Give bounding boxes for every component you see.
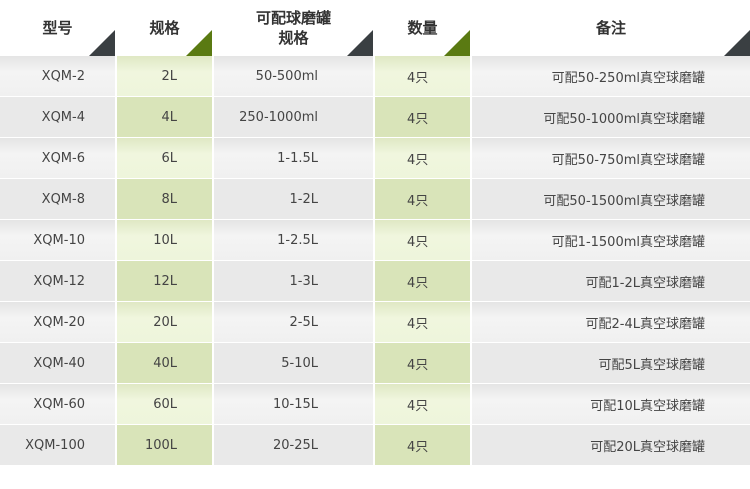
cell-spec: 60L xyxy=(117,384,212,424)
cell-spec: 8L xyxy=(117,179,212,219)
cell-quantity: 4只 xyxy=(375,56,470,96)
cell-remarks: 可配1-1500ml真空球磨罐 xyxy=(472,220,750,260)
product-spec-table: 型号 规格 可配球磨罐 规格 数量 备注 XQM-2 2L 50-500ml 4只 可配5… xyxy=(0,0,750,466)
table-row: XQM-100 100L 20-25L 4只 可配20L真空球磨罐 xyxy=(0,425,750,466)
cell-jar-spec: 20-25L xyxy=(214,425,373,465)
corner-triangle-icon xyxy=(444,30,470,56)
cell-model: XQM-100 xyxy=(0,425,115,465)
cell-model: XQM-2 xyxy=(0,56,115,96)
cell-jar-spec: 10-15L xyxy=(214,384,373,424)
corner-triangle-icon xyxy=(186,30,212,56)
header-model: 型号 xyxy=(0,0,115,56)
corner-triangle-icon xyxy=(347,30,373,56)
cell-model: XQM-10 xyxy=(0,220,115,260)
table-row: XQM-40 40L 5-10L 4只 可配5L真空球磨罐 xyxy=(0,343,750,384)
header-label: 型号 xyxy=(42,19,73,37)
table-header: 型号 规格 可配球磨罐规格 数量 备注 xyxy=(0,0,750,56)
cell-remarks: 可配50-1500ml真空球磨罐 xyxy=(472,179,750,219)
header-line: 规格 xyxy=(278,29,309,47)
cell-spec: 2L xyxy=(117,56,212,96)
header-label: 备注 xyxy=(595,19,626,37)
cell-quantity: 4只 xyxy=(375,220,470,260)
cell-jar-spec: 250-1000ml xyxy=(214,97,373,137)
cell-jar-spec: 2-5L xyxy=(214,302,373,342)
header-quantity: 数量 xyxy=(375,0,470,56)
header-label: 规格 xyxy=(149,19,180,37)
table-row: XQM-2 2L 50-500ml 4只 可配50-250ml真空球磨罐 xyxy=(0,56,750,97)
cell-model: XQM-40 xyxy=(0,343,115,383)
cell-jar-spec: 5-10L xyxy=(214,343,373,383)
cell-model: XQM-20 xyxy=(0,302,115,342)
table-row: XQM-12 12L 1-3L 4只 可配1-2L真空球磨罐 xyxy=(0,261,750,302)
corner-triangle-icon xyxy=(89,30,115,56)
cell-model: XQM-6 xyxy=(0,138,115,178)
header-label: 数量 xyxy=(407,19,438,37)
cell-quantity: 4只 xyxy=(375,425,470,465)
cell-spec: 40L xyxy=(117,343,212,383)
cell-model: XQM-4 xyxy=(0,97,115,137)
cell-jar-spec: 1-2.5L xyxy=(214,220,373,260)
cell-remarks: 可配20L真空球磨罐 xyxy=(472,425,750,465)
cell-remarks: 可配2-4L真空球磨罐 xyxy=(472,302,750,342)
cell-quantity: 4只 xyxy=(375,343,470,383)
corner-triangle-icon xyxy=(724,30,750,56)
header-line: 可配球磨罐 xyxy=(255,9,331,27)
header-jar-spec: 可配球磨罐 规格 xyxy=(214,0,373,56)
header-label: 可配球磨罐 规格 xyxy=(256,8,331,48)
cell-jar-spec: 1-2L xyxy=(214,179,373,219)
cell-remarks: 可配10L真空球磨罐 xyxy=(472,384,750,424)
cell-spec: 100L xyxy=(117,425,212,465)
cell-model: XQM-60 xyxy=(0,384,115,424)
cell-quantity: 4只 xyxy=(375,261,470,301)
header-remarks: 备注 xyxy=(472,0,750,56)
cell-model: XQM-12 xyxy=(0,261,115,301)
table-row: XQM-60 60L 10-15L 4只 可配10L真空球磨罐 xyxy=(0,384,750,425)
table-row: XQM-8 8L 1-2L 4只 可配50-1500ml真空球磨罐 xyxy=(0,179,750,220)
cell-quantity: 4只 xyxy=(375,97,470,137)
cell-quantity: 4只 xyxy=(375,138,470,178)
cell-spec: 4L xyxy=(117,97,212,137)
cell-quantity: 4只 xyxy=(375,302,470,342)
cell-spec: 12L xyxy=(117,261,212,301)
cell-remarks: 可配50-1000ml真空球磨罐 xyxy=(472,97,750,137)
cell-quantity: 4只 xyxy=(375,179,470,219)
table-row: XQM-10 10L 1-2.5L 4只 可配1-1500ml真空球磨罐 xyxy=(0,220,750,261)
table-body: XQM-2 2L 50-500ml 4只 可配50-250ml真空球磨罐 XQM-4 4L 2… xyxy=(0,56,750,466)
cell-model: XQM-8 xyxy=(0,179,115,219)
cell-quantity: 4只 xyxy=(375,384,470,424)
cell-remarks: 可配1-2L真空球磨罐 xyxy=(472,261,750,301)
cell-spec: 6L xyxy=(117,138,212,178)
header-spec: 规格 xyxy=(117,0,212,56)
table-row: XQM-6 6L 1-1.5L 4只 可配50-750ml真空球磨罐 xyxy=(0,138,750,179)
table-row: XQM-4 4L 250-1000ml 4只 可配50-1000ml真空球磨罐 xyxy=(0,97,750,138)
cell-jar-spec: 1-3L xyxy=(214,261,373,301)
cell-remarks: 可配5L真空球磨罐 xyxy=(472,343,750,383)
cell-remarks: 可配50-750ml真空球磨罐 xyxy=(472,138,750,178)
cell-spec: 20L xyxy=(117,302,212,342)
cell-jar-spec: 1-1.5L xyxy=(214,138,373,178)
cell-jar-spec: 50-500ml xyxy=(214,56,373,96)
table-row: XQM-20 20L 2-5L 4只 可配2-4L真空球磨罐 xyxy=(0,302,750,343)
cell-spec: 10L xyxy=(117,220,212,260)
cell-remarks: 可配50-250ml真空球磨罐 xyxy=(472,56,750,96)
